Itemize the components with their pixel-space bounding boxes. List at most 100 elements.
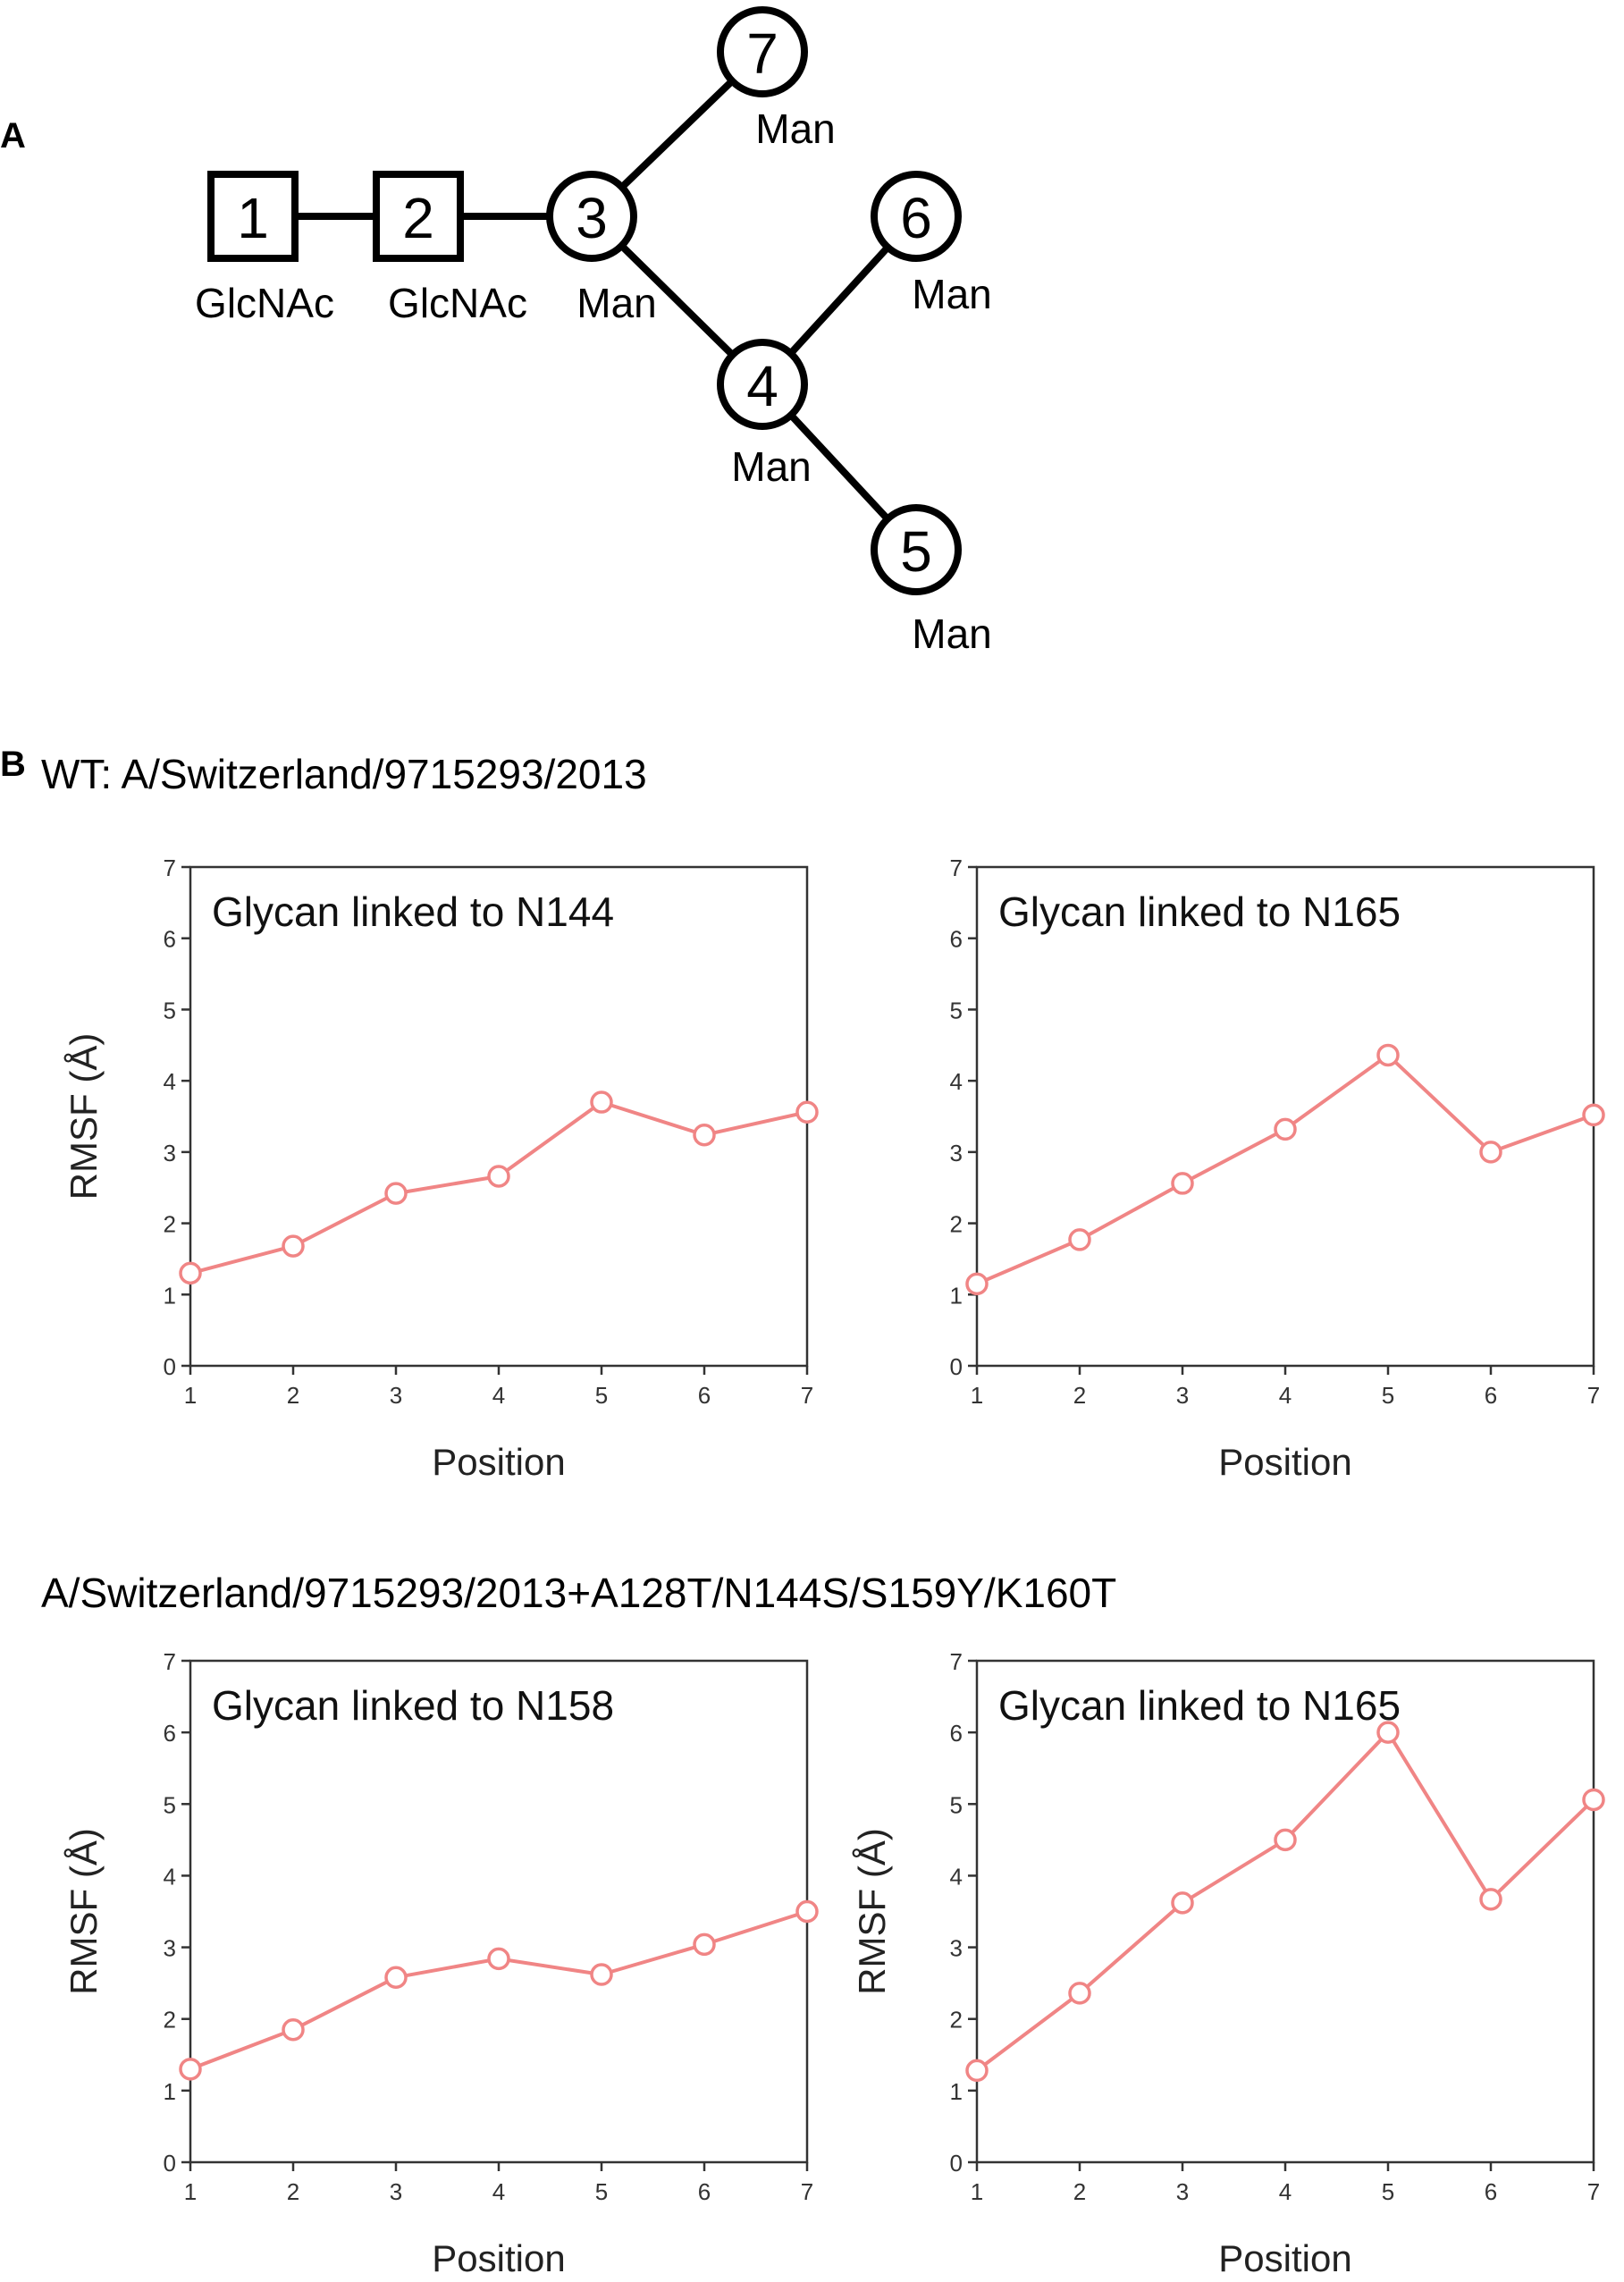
y-tick-label: 5 (164, 1791, 176, 1818)
node-number-3: 3 (576, 186, 608, 250)
data-point-6 (693, 1933, 716, 1957)
x-tick-label: 7 (1587, 2178, 1600, 2205)
y-tick-label: 0 (164, 2150, 176, 2177)
y-tick-label: 3 (164, 1140, 176, 1166)
x-axis-label: Position (1218, 2237, 1351, 2279)
plot-frame (975, 1659, 1595, 2164)
data-point-4 (1274, 1117, 1297, 1141)
x-tick-label: 6 (1485, 2178, 1497, 2205)
node-number-6: 6 (900, 186, 932, 250)
node-label-7: Man (755, 105, 835, 152)
x-tick-label: 3 (1176, 2178, 1189, 2205)
data-point-5 (590, 1963, 613, 1986)
node-label-5: Man (912, 610, 991, 657)
x-axis-label: Position (1218, 1441, 1351, 1483)
node-number-1: 1 (237, 186, 269, 250)
glycan-structure-diagram: 1 GlcNAc 2 GlcNAc 3 Man 4 Man 5 Man 6 Man 7 Man (195, 6, 992, 657)
data-point-6 (1479, 1888, 1502, 1911)
y-tick-label: 4 (950, 1068, 963, 1095)
y-axis-label: RMSF (Å) (851, 1828, 893, 1995)
data-point-3 (1171, 1172, 1194, 1195)
x-axis-label: Position (432, 1441, 565, 1483)
x-tick-label: 7 (801, 1382, 813, 1409)
y-tick-label: 4 (164, 1068, 176, 1095)
x-axis-label: Position (432, 2237, 565, 2279)
node-label-2: GlcNAc (388, 280, 527, 326)
data-point-4 (1274, 1828, 1297, 1852)
data-point-7 (1582, 1788, 1605, 1812)
x-tick-label: 1 (971, 1382, 983, 1409)
node-number-4: 4 (746, 354, 778, 418)
y-tick-label: 7 (950, 855, 963, 881)
y-axis-label: RMSF (Å) (63, 1828, 105, 1995)
y-tick-label: 4 (164, 1863, 176, 1890)
data-point-4 (487, 1165, 510, 1188)
y-axis-label: RMSF (Å) (63, 1033, 105, 1200)
y-tick-label: 1 (164, 2078, 176, 2105)
y-tick-label: 5 (950, 1791, 963, 1818)
y-tick-label: 3 (164, 1935, 176, 1962)
y-tick-label: 7 (950, 1648, 963, 1675)
x-tick-label: 7 (1587, 1382, 1600, 1409)
x-tick-label: 4 (492, 2178, 505, 2205)
y-tick-label: 6 (950, 1720, 963, 1747)
data-point-1 (965, 1272, 989, 1296)
y-tick-label: 1 (164, 1282, 176, 1309)
y-tick-label: 2 (164, 1211, 176, 1238)
y-tick-label: 5 (164, 997, 176, 1023)
y-tick-label: 1 (950, 1282, 963, 1309)
x-tick-label: 2 (287, 2178, 299, 2205)
x-tick-label: 4 (492, 1382, 505, 1409)
data-point-1 (179, 2058, 202, 2081)
data-point-2 (1068, 1228, 1091, 1251)
y-tick-label: 7 (164, 1648, 176, 1675)
y-tick-label: 4 (950, 1863, 963, 1890)
x-tick-label: 4 (1279, 2178, 1292, 2205)
x-tick-label: 7 (801, 2178, 813, 2205)
data-point-1 (179, 1261, 202, 1285)
data-point-5 (1376, 1721, 1400, 1744)
plot-frame (975, 865, 1595, 1368)
data-point-1 (965, 2059, 989, 2083)
x-tick-label: 6 (1485, 1382, 1497, 1409)
plot-frame (189, 1659, 809, 2164)
chart-title: Glycan linked to N165 (998, 888, 1401, 935)
y-tick-label: 6 (950, 926, 963, 953)
data-point-2 (1068, 1982, 1091, 2005)
data-point-3 (1171, 1891, 1194, 1915)
man-circle-3 (546, 171, 637, 262)
node-number-7: 7 (746, 21, 778, 86)
series-line (976, 1053, 1595, 1286)
y-tick-label: 6 (164, 1720, 176, 1747)
panel-b-label: B (0, 745, 26, 784)
chart-title: Glycan linked to N165 (998, 1682, 1401, 1729)
x-tick-label: 2 (1073, 2178, 1086, 2205)
glcnac-square-1 (207, 171, 299, 262)
glcnac-square-2 (373, 171, 464, 262)
x-tick-label: 5 (595, 2178, 608, 2205)
panel-a-label: A (0, 116, 26, 156)
y-tick-label: 2 (164, 2007, 176, 2034)
x-tick-label: 1 (971, 2178, 983, 2205)
x-tick-label: 3 (390, 1382, 402, 1409)
y-tick-label: 5 (950, 997, 963, 1023)
y-tick-label: 7 (164, 855, 176, 881)
x-tick-label: 6 (698, 1382, 711, 1409)
y-tick-label: 0 (950, 2150, 963, 2177)
x-tick-label: 4 (1279, 1382, 1292, 1409)
man-circle-7 (717, 6, 808, 97)
y-tick-label: 0 (950, 1353, 963, 1380)
wt-title: WT: A/Switzerland/9715293/2013 (41, 751, 647, 797)
node-label-3: Man (576, 280, 656, 326)
man-circle-5 (871, 504, 962, 595)
x-tick-label: 5 (1382, 2178, 1394, 2205)
data-point-4 (487, 1947, 510, 1971)
node-number-2: 2 (402, 186, 434, 250)
data-point-7 (1582, 1103, 1605, 1127)
y-tick-label: 6 (164, 926, 176, 953)
data-point-7 (795, 1100, 819, 1124)
